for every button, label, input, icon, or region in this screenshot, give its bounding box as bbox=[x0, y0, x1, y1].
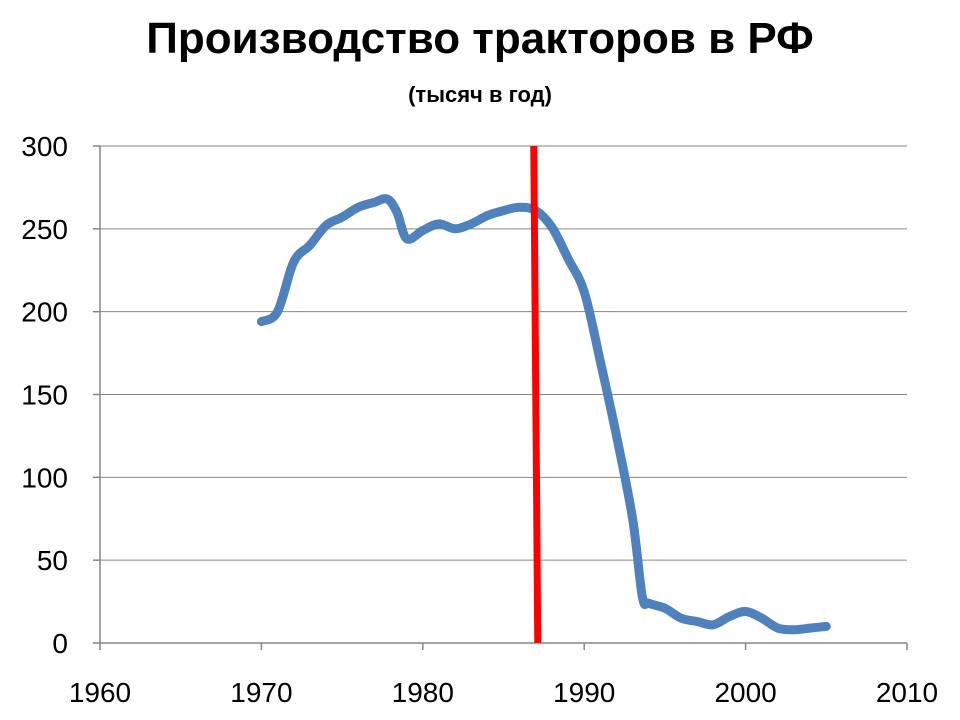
x-tick-label-1970: 1970 bbox=[230, 677, 292, 708]
y-tick-label-200: 200 bbox=[21, 297, 68, 328]
x-tick-labels: 1960 1970 1980 1990 2000 2010 bbox=[69, 677, 938, 708]
reference-line bbox=[530, 145, 542, 644]
series-line-0 bbox=[256, 194, 831, 635]
axes bbox=[93, 145, 908, 650]
x-tick-label-2010: 2010 bbox=[876, 677, 938, 708]
x-tick-label-2000: 2000 bbox=[714, 677, 776, 708]
y-tick-label-0: 0 bbox=[52, 628, 68, 659]
y-tick-label-100: 100 bbox=[21, 462, 68, 493]
reference-line-group bbox=[530, 145, 542, 644]
y-tick-label-300: 300 bbox=[21, 131, 68, 162]
y-tick-label-150: 150 bbox=[21, 380, 68, 411]
grid-lines bbox=[100, 145, 907, 561]
chart-title: Производство тракторов в РФ bbox=[146, 14, 814, 63]
x-tick-label-1960: 1960 bbox=[69, 677, 131, 708]
x-tick-label-1980: 1980 bbox=[392, 677, 454, 708]
chart-subtitle: (тысяч в год) bbox=[408, 82, 552, 107]
y-tick-labels: 0 50 100 150 200 250 300 bbox=[21, 131, 68, 659]
series-group bbox=[256, 194, 831, 635]
y-tick-label-50: 50 bbox=[37, 545, 68, 576]
x-tick-label-1990: 1990 bbox=[553, 677, 615, 708]
y-tick-label-250: 250 bbox=[21, 214, 68, 245]
